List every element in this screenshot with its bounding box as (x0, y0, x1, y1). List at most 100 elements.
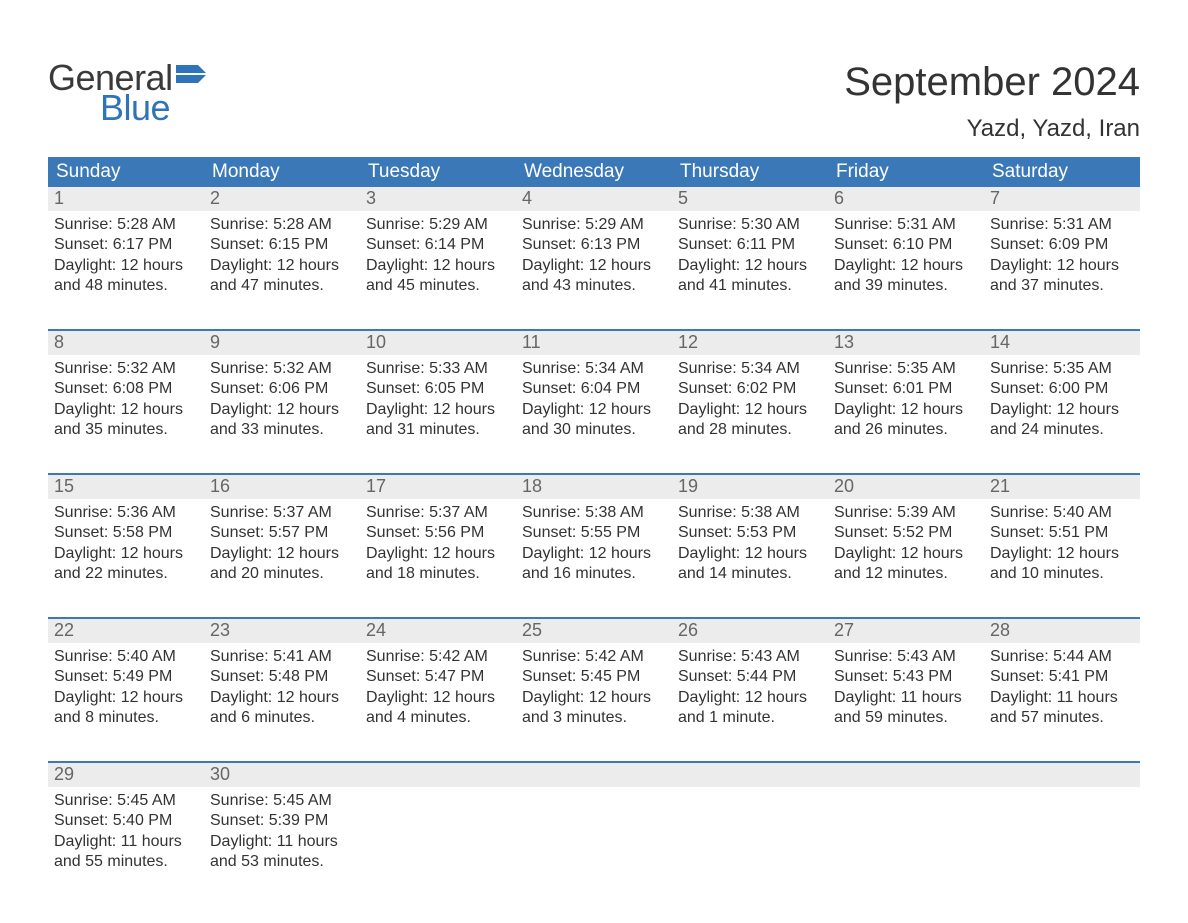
sunset-line: Sunset: 6:08 PM (54, 379, 198, 399)
day-body: Sunrise: 5:42 AMSunset: 5:47 PMDaylight:… (360, 643, 516, 735)
day-body: Sunrise: 5:38 AMSunset: 5:55 PMDaylight:… (516, 499, 672, 591)
daylight-line-1: Daylight: 12 hours (54, 400, 198, 420)
daylight-line-1: Daylight: 12 hours (210, 256, 354, 276)
day-number: 24 (360, 619, 516, 643)
day-cell: 5Sunrise: 5:30 AMSunset: 6:11 PMDaylight… (672, 187, 828, 307)
week-row: 15Sunrise: 5:36 AMSunset: 5:58 PMDayligh… (48, 473, 1140, 595)
sunrise-line: Sunrise: 5:34 AM (678, 359, 822, 379)
daylight-line-2: and 41 minutes. (678, 276, 822, 296)
location-label: Yazd, Yazd, Iran (844, 115, 1140, 143)
daylight-line-2: and 24 minutes. (990, 420, 1134, 440)
daylight-line-1: Daylight: 11 hours (54, 832, 198, 852)
day-number: 28 (984, 619, 1140, 643)
daylight-line-1: Daylight: 12 hours (366, 400, 510, 420)
day-number: 11 (516, 331, 672, 355)
day-cell (984, 763, 1140, 883)
daylight-line-1: Daylight: 12 hours (522, 256, 666, 276)
daylight-line-2: and 22 minutes. (54, 564, 198, 584)
week-row: 8Sunrise: 5:32 AMSunset: 6:08 PMDaylight… (48, 329, 1140, 451)
day-number: 5 (672, 187, 828, 211)
day-body: Sunrise: 5:41 AMSunset: 5:48 PMDaylight:… (204, 643, 360, 735)
sunset-line: Sunset: 5:56 PM (366, 523, 510, 543)
sunrise-line: Sunrise: 5:34 AM (522, 359, 666, 379)
sunrise-line: Sunrise: 5:35 AM (990, 359, 1134, 379)
day-cell: 29Sunrise: 5:45 AMSunset: 5:40 PMDayligh… (48, 763, 204, 883)
sunrise-line: Sunrise: 5:38 AM (678, 503, 822, 523)
weekday-header-cell: Wednesday (516, 157, 672, 187)
day-number: 17 (360, 475, 516, 499)
day-cell (828, 763, 984, 883)
sunrise-line: Sunrise: 5:36 AM (54, 503, 198, 523)
day-body: Sunrise: 5:37 AMSunset: 5:57 PMDaylight:… (204, 499, 360, 591)
day-number: 8 (48, 331, 204, 355)
day-number: 4 (516, 187, 672, 211)
daylight-line-2: and 33 minutes. (210, 420, 354, 440)
day-body: Sunrise: 5:30 AMSunset: 6:11 PMDaylight:… (672, 211, 828, 303)
day-number: 1 (48, 187, 204, 211)
sunrise-line: Sunrise: 5:37 AM (210, 503, 354, 523)
sunset-line: Sunset: 5:47 PM (366, 667, 510, 687)
day-number: 14 (984, 331, 1140, 355)
daylight-line-1: Daylight: 12 hours (990, 256, 1134, 276)
sunrise-line: Sunrise: 5:39 AM (834, 503, 978, 523)
day-body: Sunrise: 5:39 AMSunset: 5:52 PMDaylight:… (828, 499, 984, 591)
daylight-line-2: and 10 minutes. (990, 564, 1134, 584)
day-number: 19 (672, 475, 828, 499)
day-body: Sunrise: 5:33 AMSunset: 6:05 PMDaylight:… (360, 355, 516, 447)
daylight-line-1: Daylight: 12 hours (522, 544, 666, 564)
daylight-line-2: and 48 minutes. (54, 276, 198, 296)
sunrise-line: Sunrise: 5:31 AM (834, 215, 978, 235)
sunset-line: Sunset: 5:58 PM (54, 523, 198, 543)
daylight-line-2: and 43 minutes. (522, 276, 666, 296)
logo: General Blue (48, 60, 206, 126)
daylight-line-2: and 57 minutes. (990, 708, 1134, 728)
day-cell: 25Sunrise: 5:42 AMSunset: 5:45 PMDayligh… (516, 619, 672, 739)
sunrise-line: Sunrise: 5:43 AM (834, 647, 978, 667)
daylight-line-1: Daylight: 12 hours (54, 256, 198, 276)
daylight-line-2: and 30 minutes. (522, 420, 666, 440)
sunset-line: Sunset: 5:41 PM (990, 667, 1134, 687)
daylight-line-1: Daylight: 12 hours (54, 688, 198, 708)
sunset-line: Sunset: 5:48 PM (210, 667, 354, 687)
day-number: 3 (360, 187, 516, 211)
day-cell: 18Sunrise: 5:38 AMSunset: 5:55 PMDayligh… (516, 475, 672, 595)
daylight-line-1: Daylight: 11 hours (834, 688, 978, 708)
daylight-line-1: Daylight: 11 hours (210, 832, 354, 852)
sunrise-line: Sunrise: 5:40 AM (990, 503, 1134, 523)
sunrise-line: Sunrise: 5:40 AM (54, 647, 198, 667)
day-cell: 14Sunrise: 5:35 AMSunset: 6:00 PMDayligh… (984, 331, 1140, 451)
sunrise-line: Sunrise: 5:35 AM (834, 359, 978, 379)
sunrise-line: Sunrise: 5:42 AM (366, 647, 510, 667)
day-number: 21 (984, 475, 1140, 499)
day-number: 2 (204, 187, 360, 211)
day-body: Sunrise: 5:28 AMSunset: 6:15 PMDaylight:… (204, 211, 360, 303)
weekday-header-cell: Saturday (984, 157, 1140, 187)
day-number: 26 (672, 619, 828, 643)
day-body: Sunrise: 5:28 AMSunset: 6:17 PMDaylight:… (48, 211, 204, 303)
sunset-line: Sunset: 6:17 PM (54, 235, 198, 255)
day-body: Sunrise: 5:45 AMSunset: 5:39 PMDaylight:… (204, 787, 360, 879)
day-body: Sunrise: 5:37 AMSunset: 5:56 PMDaylight:… (360, 499, 516, 591)
sunset-line: Sunset: 6:01 PM (834, 379, 978, 399)
sunset-line: Sunset: 6:05 PM (366, 379, 510, 399)
daylight-line-2: and 35 minutes. (54, 420, 198, 440)
weekday-header-cell: Thursday (672, 157, 828, 187)
day-body: Sunrise: 5:32 AMSunset: 6:08 PMDaylight:… (48, 355, 204, 447)
day-number: 22 (48, 619, 204, 643)
day-number: 9 (204, 331, 360, 355)
sunrise-line: Sunrise: 5:33 AM (366, 359, 510, 379)
day-cell (516, 763, 672, 883)
sunset-line: Sunset: 5:39 PM (210, 811, 354, 831)
daylight-line-1: Daylight: 12 hours (366, 544, 510, 564)
daylight-line-1: Daylight: 12 hours (834, 544, 978, 564)
daylight-line-2: and 4 minutes. (366, 708, 510, 728)
day-body: Sunrise: 5:44 AMSunset: 5:41 PMDaylight:… (984, 643, 1140, 735)
daylight-line-1: Daylight: 12 hours (210, 688, 354, 708)
sunset-line: Sunset: 5:57 PM (210, 523, 354, 543)
sunset-line: Sunset: 6:15 PM (210, 235, 354, 255)
day-cell: 11Sunrise: 5:34 AMSunset: 6:04 PMDayligh… (516, 331, 672, 451)
day-body: Sunrise: 5:40 AMSunset: 5:49 PMDaylight:… (48, 643, 204, 735)
day-body: Sunrise: 5:34 AMSunset: 6:02 PMDaylight:… (672, 355, 828, 447)
day-body: Sunrise: 5:45 AMSunset: 5:40 PMDaylight:… (48, 787, 204, 879)
day-number: 12 (672, 331, 828, 355)
